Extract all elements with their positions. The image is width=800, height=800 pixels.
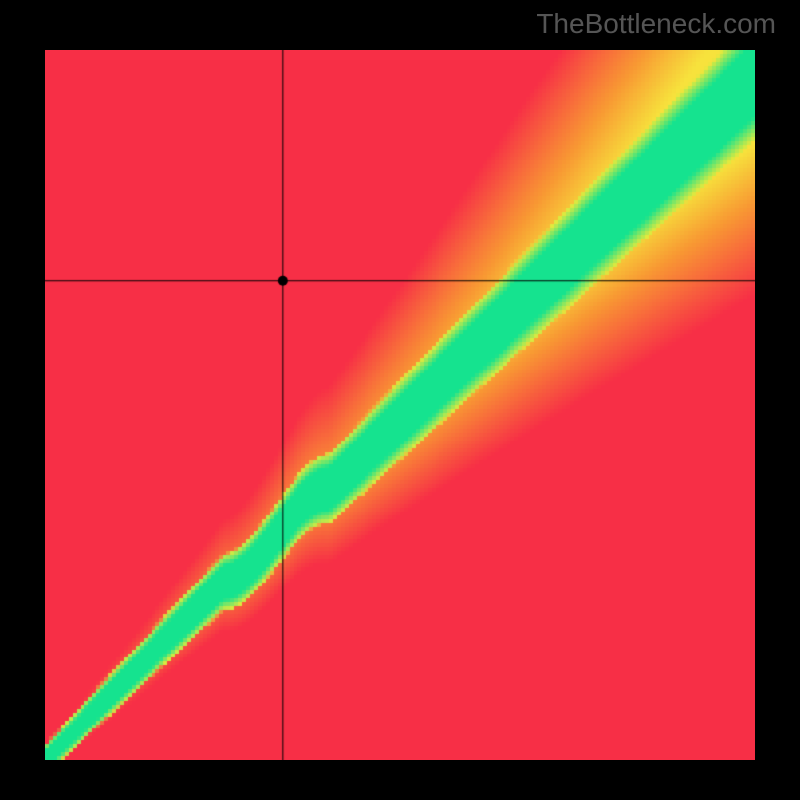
chart-container: TheBottleneck.com (0, 0, 800, 800)
watermark-text: TheBottleneck.com (536, 8, 776, 40)
heatmap-plot (45, 50, 755, 760)
heatmap-canvas (45, 50, 755, 760)
